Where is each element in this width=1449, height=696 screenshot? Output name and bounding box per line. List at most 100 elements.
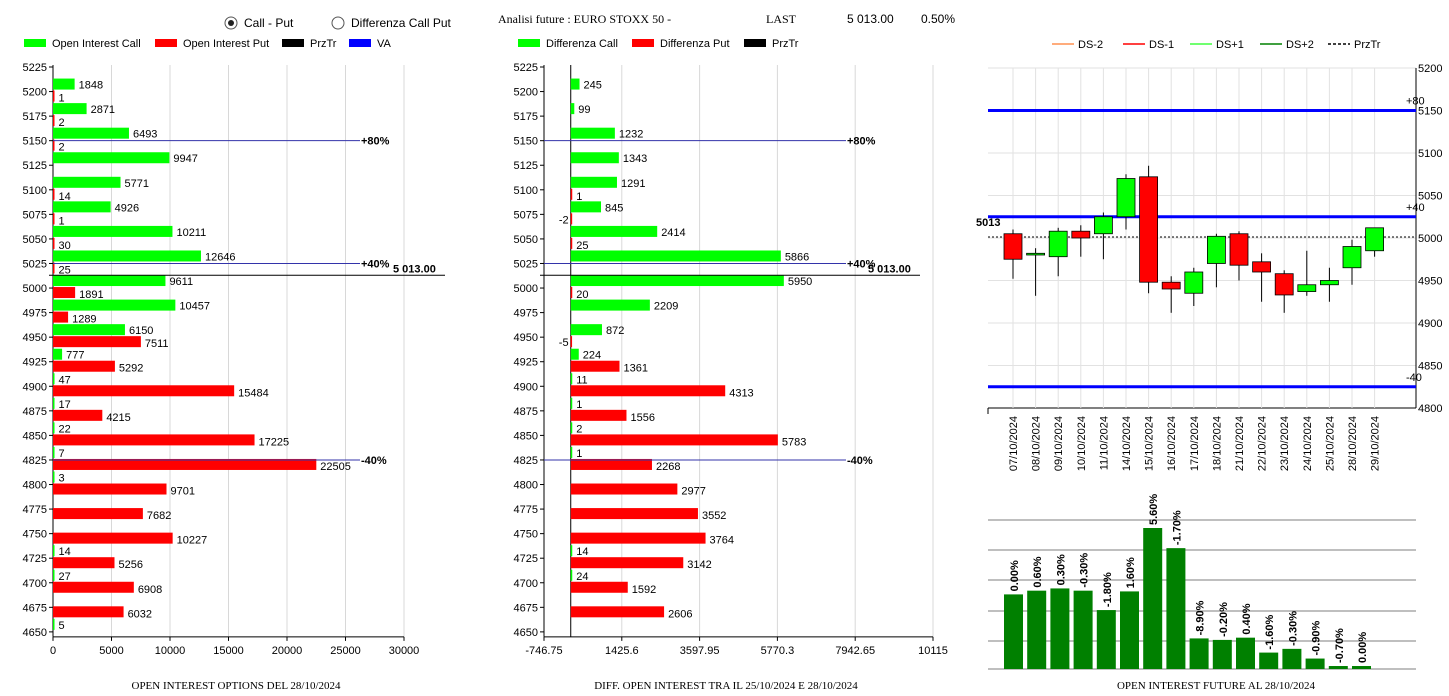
call-bar [53,397,55,409]
call-bar-label: 1343 [623,153,647,165]
y-tick-label: 5050 [23,234,47,246]
candle-body [1320,280,1339,286]
radio-call-put[interactable]: Call - Put [224,16,294,30]
candle-date-label: 24/10/2024 [1302,416,1314,471]
put-bar [53,90,55,102]
future-bar [1166,548,1186,669]
call-bar [570,201,602,213]
candle-body [1184,271,1204,294]
y-tick-label: 4775 [23,504,47,516]
put-bar [53,287,76,299]
call-bar-label: 2 [576,423,582,435]
call-bar-label: 1291 [621,178,645,190]
candle-y-tick-label: 4950 [1418,276,1442,288]
future-bar [1050,588,1070,669]
y-tick-label: 5075 [23,209,47,221]
last-label: LAST [766,12,797,26]
call-bar [570,446,573,458]
put-bar [53,557,115,569]
put-bar [570,237,573,249]
y-tick-label: 4875 [514,406,538,418]
call-bar [53,225,173,237]
put-bar-label: 6032 [128,608,152,620]
y-tick-label: 5075 [514,209,538,221]
y-tick-label: 5175 [514,111,538,123]
put-bar [570,360,620,372]
call-bar-label: 2871 [91,104,115,116]
call-bar [53,127,129,139]
y-tick-label: 4925 [23,357,47,369]
radio-diff[interactable]: Differenza Call Put [331,16,451,30]
future-bar-label: -1.60% [1264,615,1276,650]
y-tick-label: 5200 [514,87,538,99]
call-bar-label: 224 [583,350,601,362]
call-bar-label: 845 [605,202,623,214]
future-bar [1328,666,1348,669]
level-label: +80% [361,136,390,148]
y-tick-label: 5200 [23,87,47,99]
call-bar [570,348,579,360]
call-bar [570,275,784,287]
candle-date-label: 10/10/2024 [1076,416,1088,471]
call-bar-label: 6150 [129,325,153,337]
call-bar-label: 777 [66,350,84,362]
future-bar-label: -0.30% [1287,611,1299,646]
candle-body [1342,246,1362,269]
przTr-label: 5013 [976,217,1000,229]
y-tick-label: 4750 [23,529,47,541]
put-bar [53,434,255,446]
y-tick-label: 4900 [514,381,538,393]
candle-date-label: 08/10/2024 [1031,416,1043,471]
legend-swatch-3 [349,39,371,47]
y-tick-label: 5150 [23,136,47,148]
call-bar [570,152,619,164]
call-bar [53,299,176,311]
call-bar [53,348,63,360]
put-bar [53,409,103,421]
candle-body [1207,235,1226,264]
call-bar [53,103,87,115]
put-bar [53,483,167,495]
call-bar [53,78,75,90]
future-bar [1027,590,1047,669]
y-tick-label: 5025 [23,258,47,270]
candle-date-label: 22/10/2024 [1257,416,1269,471]
call-bar-label: 1 [576,399,582,411]
future-bar-label: -1.80% [1102,572,1114,607]
y-tick-label: 4975 [514,308,538,320]
legend-label-0: Differenza Call [546,38,618,50]
future-bar-label: -0.30% [1079,553,1091,588]
call-bar-label: 1 [576,448,582,460]
radio-call-put-label: Call - Put [244,16,294,30]
y-tick-label: 4850 [514,430,538,442]
legend-swatch-0 [518,39,540,47]
radio-diff-circle[interactable] [331,16,345,30]
call-bar [53,250,201,262]
put-bar-label: 2606 [668,608,692,620]
x-tick-label: 10115 [918,645,948,657]
y-tick-label: 5000 [23,283,47,295]
put-bar [570,557,684,569]
candle-y-tick-label: 5150 [1418,106,1442,118]
candle-y-tick-label: 4900 [1418,318,1442,330]
put-bar [53,115,55,127]
future-bar-label: 0.00% [1357,632,1369,663]
y-tick-label: 5125 [514,160,538,172]
candle-body [1274,273,1294,296]
y-tick-label: 4825 [23,455,47,467]
put-bar [570,287,573,299]
put-bar-label: 7511 [145,338,169,350]
call-bar-label: 872 [606,325,624,337]
call-bar [53,422,55,434]
put-bar-label: 1 [576,191,582,203]
call-bar [570,299,650,311]
radio-call-put-dot [228,20,234,26]
y-tick-label: 4700 [514,578,538,590]
candle-legend-label: PrzTr [1354,39,1381,51]
put-bar-label: 9701 [171,486,195,498]
call-bar-label: 2209 [654,301,678,313]
call-bar [570,225,658,237]
put-bar [570,188,573,200]
put-bar-label: 5256 [118,559,142,571]
put-bar [53,458,317,470]
